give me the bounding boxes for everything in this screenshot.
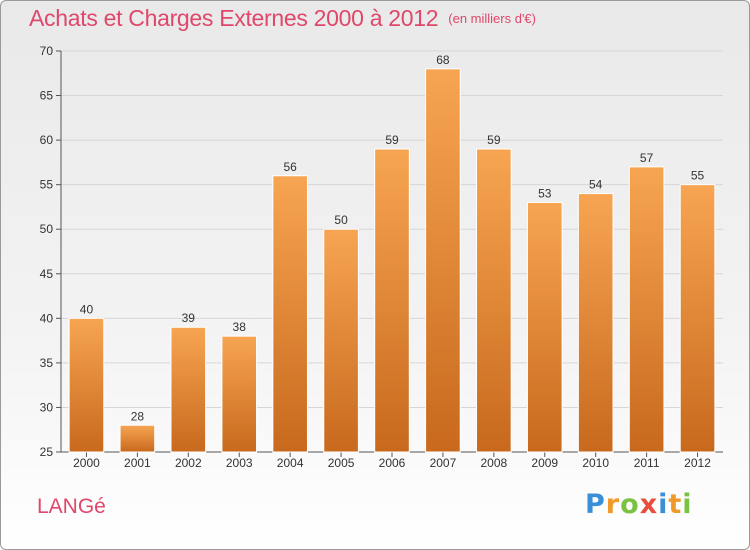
value-label: 50 (334, 213, 348, 227)
logo-letter: i (682, 489, 693, 520)
bar-2010 (577, 193, 614, 453)
y-tick-label: 25 (40, 445, 54, 459)
x-tick-label: 2007 (430, 456, 457, 470)
value-label: 55 (691, 169, 705, 183)
value-label: 68 (436, 53, 450, 67)
proxiti-logo: Proxiti (585, 489, 693, 520)
value-label: 38 (233, 320, 247, 334)
logo-letter: P (585, 489, 606, 520)
bar-2002 (170, 326, 207, 453)
logo-letter: t (668, 489, 683, 520)
x-tick-label: 2009 (531, 456, 558, 470)
bar-2005 (323, 228, 359, 453)
y-tick-label: 35 (40, 356, 54, 370)
x-tick-label: 2002 (175, 456, 202, 470)
commune-name: LANGé (37, 495, 106, 518)
x-tick-label: 2000 (73, 456, 100, 470)
bar-2011 (628, 166, 665, 453)
value-label: 54 (589, 178, 603, 192)
value-label: 56 (283, 160, 297, 174)
value-label: 57 (640, 151, 654, 165)
x-tick-label: 2006 (379, 456, 406, 470)
chart-title: Achats et Charges Externes 2000 à 2012 (e… (29, 5, 536, 32)
logo-letter: x (639, 489, 659, 520)
x-tick-label: 2001 (124, 456, 151, 470)
x-tick-label: 2011 (634, 456, 660, 470)
bars (68, 68, 716, 453)
value-label: 59 (487, 133, 501, 147)
x-tick-label: 2005 (328, 456, 355, 470)
y-tick-label: 65 (40, 89, 54, 103)
bar-2012 (679, 184, 716, 453)
y-tick-label: 40 (40, 311, 54, 325)
bar-2003 (221, 335, 258, 453)
bar-2008 (476, 148, 512, 453)
value-label: 39 (182, 311, 196, 325)
y-tick-label: 30 (40, 400, 54, 414)
bar-2007 (425, 68, 461, 453)
value-label: 28 (131, 409, 145, 423)
labels: 25 30 35 40 45 50 55 60 65 70 40 2000 28 2001 39 2002 38… (40, 44, 712, 470)
y-tick-label: 55 (40, 178, 54, 192)
bar-2004 (272, 175, 308, 453)
logo-letter: o (620, 489, 640, 520)
y-tick-label: 60 (40, 133, 54, 147)
bar-2001 (119, 424, 156, 453)
value-label: 40 (80, 302, 94, 316)
chart-unit: (en milliers d'€) (448, 11, 536, 26)
bar-2000 (68, 317, 105, 453)
x-tick-label: 2003 (226, 456, 253, 470)
bar-2006 (374, 148, 410, 453)
value-label: 53 (538, 186, 552, 200)
y-tick-label: 70 (40, 44, 54, 58)
logo-letter: r (605, 489, 621, 520)
x-tick-label: 2012 (684, 456, 711, 470)
logo-letter: i (658, 489, 669, 520)
value-label: 59 (385, 133, 399, 147)
chart-title-text: Achats et Charges Externes 2000 à 2012 (29, 5, 439, 31)
x-tick-label: 2010 (582, 456, 609, 470)
y-tick-label: 45 (40, 267, 54, 281)
x-tick-label: 2008 (480, 456, 507, 470)
y-tick-label: 50 (40, 222, 54, 236)
x-tick-label: 2004 (277, 456, 304, 470)
bar-2009 (526, 201, 563, 453)
